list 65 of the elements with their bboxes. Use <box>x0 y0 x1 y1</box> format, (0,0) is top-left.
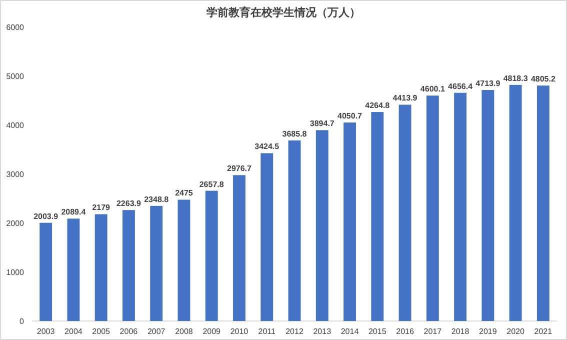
x-tick-label: 2015 <box>368 327 387 336</box>
x-tick-label: 2004 <box>64 327 83 336</box>
bar <box>426 96 439 321</box>
x-tick-label: 2016 <box>396 327 414 336</box>
x-tick-label: 2007 <box>147 327 166 336</box>
data-label: 2657.8 <box>199 180 224 189</box>
data-label: 2475 <box>175 188 194 198</box>
bar <box>178 200 190 321</box>
bar <box>316 130 328 321</box>
chart-title: 学前教育在校学生情况（万人） <box>206 6 360 19</box>
data-label: 4600.1 <box>420 84 446 94</box>
data-label: 2263.9 <box>116 199 142 208</box>
x-tick-label: 2003 <box>36 327 56 336</box>
x-tick-label: 2019 <box>479 327 498 336</box>
x-tick-label: 2013 <box>313 327 332 336</box>
y-tick-label: 4000 <box>6 121 25 130</box>
x-tick-label: 2012 <box>286 327 304 336</box>
bar <box>371 112 384 321</box>
x-tick-label: 2018 <box>451 327 470 336</box>
data-label: 2179 <box>92 203 111 212</box>
bar <box>482 90 494 321</box>
x-tick-label: 2014 <box>340 327 360 336</box>
x-tick-label: 2020 <box>506 327 525 336</box>
data-label: 4264.8 <box>365 101 390 110</box>
data-label: 4805.2 <box>530 74 556 84</box>
bar <box>122 210 135 321</box>
x-tick-label: 2010 <box>230 327 249 336</box>
bar <box>67 218 80 321</box>
x-tick-label: 2008 <box>175 327 194 336</box>
y-tick-label: 6000 <box>6 23 25 32</box>
bar <box>260 153 274 321</box>
data-label: 3894.7 <box>310 119 335 128</box>
y-tick-label: 5000 <box>6 72 25 81</box>
data-label: 2348.8 <box>144 194 170 204</box>
x-tick-label: 2017 <box>424 327 442 336</box>
bar <box>150 206 163 321</box>
data-label: 2089.4 <box>61 208 86 217</box>
bar <box>288 140 301 321</box>
x-tick-label: 2011 <box>258 327 276 336</box>
y-tick-label: 3000 <box>6 170 25 179</box>
y-tick-label: 2000 <box>6 219 25 228</box>
bar <box>454 92 467 321</box>
data-label: 3685.8 <box>282 129 308 138</box>
data-label: 4713.9 <box>476 79 501 88</box>
bar <box>233 175 246 321</box>
bar <box>344 122 356 321</box>
bar <box>205 190 218 321</box>
data-label: 4818.3 <box>503 74 528 83</box>
x-tick-label: 2005 <box>92 327 111 336</box>
y-tick-label: 0 <box>20 317 25 326</box>
bar <box>40 222 52 321</box>
data-label: 4656.4 <box>448 82 474 91</box>
bar <box>94 214 108 321</box>
bar <box>398 104 412 321</box>
x-tick-label: 2021 <box>534 327 553 336</box>
data-label: 2976.7 <box>227 164 252 174</box>
bar <box>536 86 550 321</box>
bar <box>509 84 522 321</box>
y-tick-label: 1000 <box>6 268 25 277</box>
x-tick-label: 2009 <box>202 327 222 336</box>
data-label: 2003.9 <box>34 212 59 221</box>
x-tick-label: 2006 <box>120 327 138 336</box>
data-label: 4413.9 <box>392 94 418 103</box>
data-label: 4050.7 <box>338 112 363 121</box>
data-label: 3424.5 <box>254 142 280 152</box>
